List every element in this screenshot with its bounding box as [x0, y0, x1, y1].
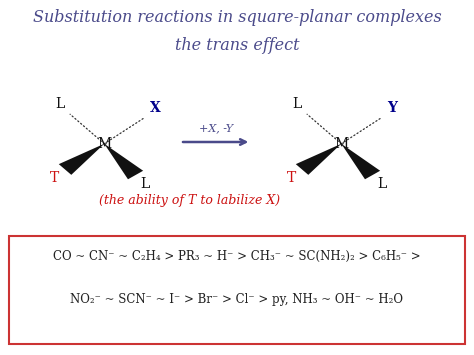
Text: M: M [334, 137, 348, 151]
Text: M: M [97, 137, 111, 151]
Text: L: L [292, 97, 301, 111]
Polygon shape [59, 144, 104, 175]
FancyBboxPatch shape [9, 236, 465, 344]
Text: the trans effect: the trans effect [175, 37, 299, 54]
Text: T: T [50, 171, 59, 185]
Polygon shape [341, 144, 380, 179]
Text: CO ~ CN⁻ ~ C₂H₄ > PR₃ ~ H⁻ > CH₃⁻ ~ SC(NH₂)₂ > C₆H₅⁻ >: CO ~ CN⁻ ~ C₂H₄ > PR₃ ~ H⁻ > CH₃⁻ ~ SC(N… [53, 250, 421, 263]
Text: NO₂⁻ ~ SCN⁻ ~ I⁻ > Br⁻ > Cl⁻ > py, NH₃ ~ OH⁻ ~ H₂O: NO₂⁻ ~ SCN⁻ ~ I⁻ > Br⁻ > Cl⁻ > py, NH₃ ~… [71, 293, 403, 306]
Text: (the ability of T to labilize X): (the ability of T to labilize X) [99, 194, 280, 207]
Text: L: L [140, 177, 150, 191]
Text: Y: Y [387, 101, 397, 115]
Text: X: X [150, 101, 161, 115]
Text: T: T [287, 171, 296, 185]
Polygon shape [104, 144, 143, 179]
Text: +X, -Y: +X, -Y [199, 123, 233, 133]
Text: L: L [55, 97, 64, 111]
Text: Substitution reactions in square-planar complexes: Substitution reactions in square-planar … [33, 9, 441, 26]
Polygon shape [296, 144, 341, 175]
Text: L: L [377, 177, 387, 191]
